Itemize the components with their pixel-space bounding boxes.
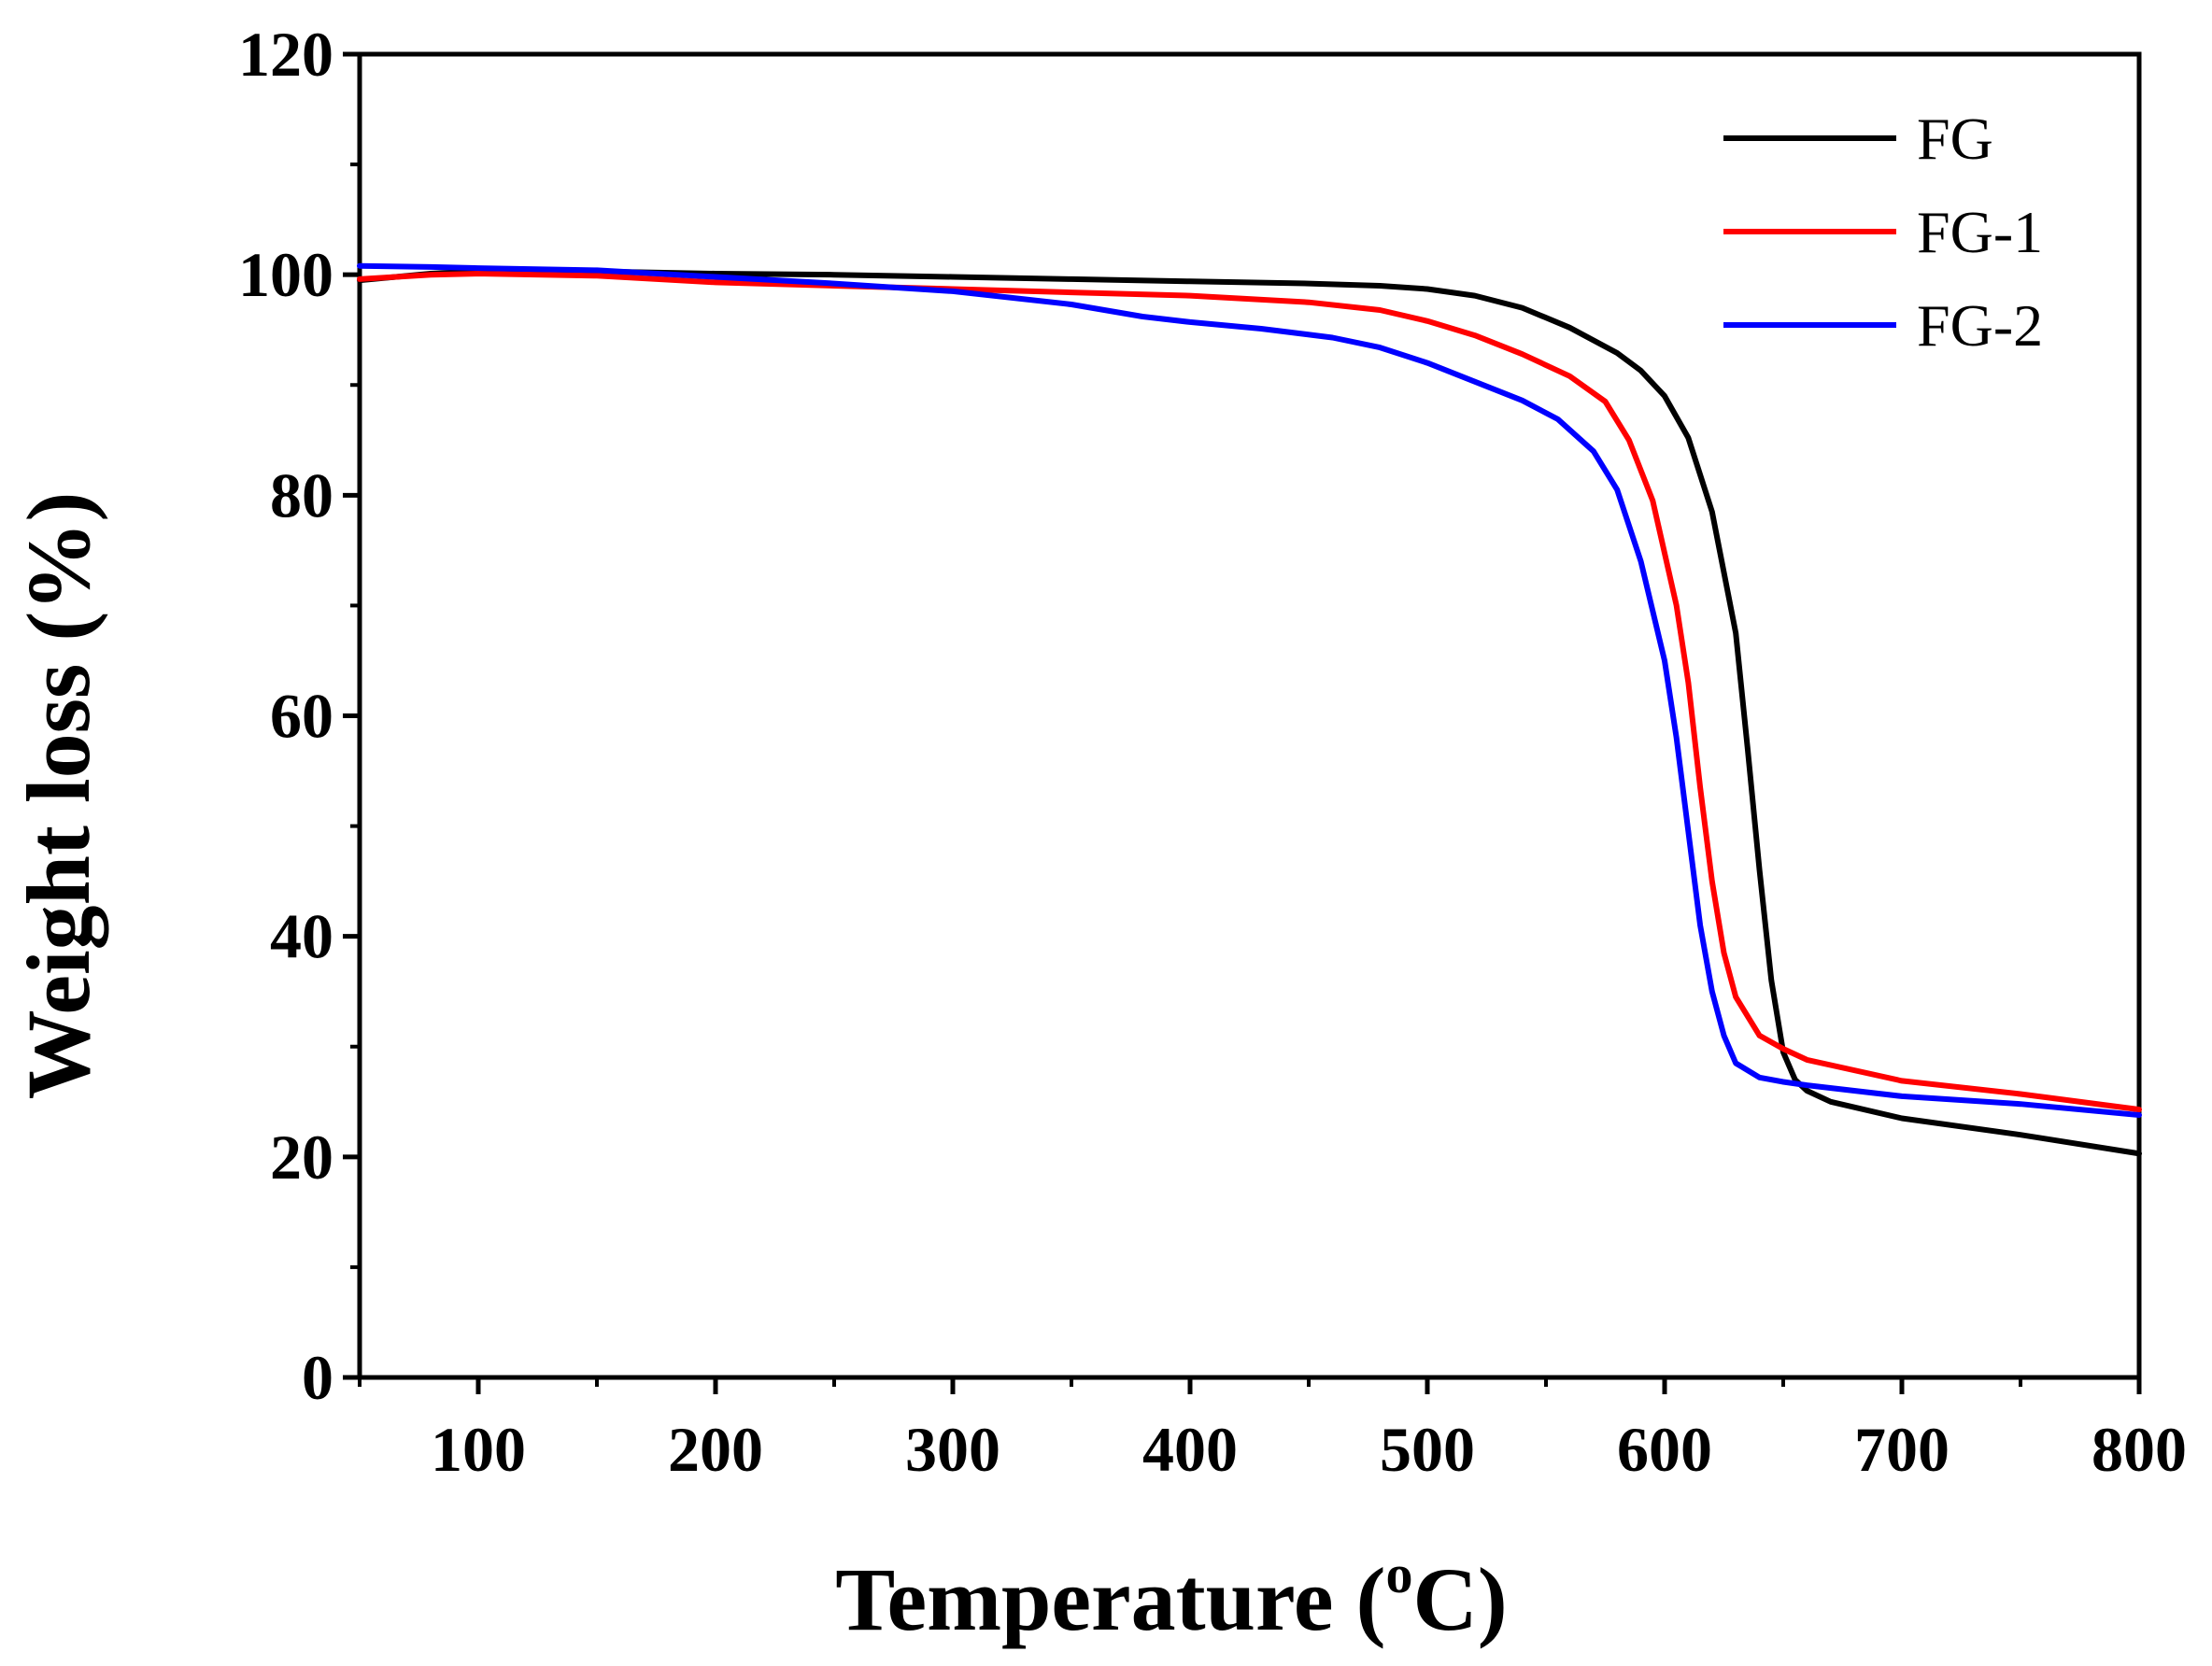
x-tick-label: 400 xyxy=(1142,1414,1238,1485)
series-line-fg-2 xyxy=(357,262,2142,1118)
x-axis-title-degree: o xyxy=(1385,1544,1412,1604)
y-tick-label: 0 xyxy=(302,1342,333,1413)
y-axis-title: Weight loss (%) xyxy=(8,492,108,1100)
x-tick-label: 100 xyxy=(431,1414,526,1485)
y-tick-label: 40 xyxy=(270,901,333,972)
series-layer xyxy=(357,262,2142,1157)
x-axis-ticks: 100 200 300 400 500 600 700 800 xyxy=(358,1377,2187,1485)
y-tick-label: 20 xyxy=(270,1122,333,1193)
series-line-fg xyxy=(357,268,2142,1157)
y-tick-label: 80 xyxy=(270,459,333,530)
legend-label-fg: FG xyxy=(1917,106,1993,172)
series-line-fg-1 xyxy=(357,271,2142,1113)
x-tick-label: 300 xyxy=(905,1414,1000,1485)
plot-frame xyxy=(357,51,2142,1380)
y-tick-label: 100 xyxy=(238,239,333,310)
x-tick-label: 600 xyxy=(1617,1414,1712,1485)
x-axis-title-unit: C) xyxy=(1412,1549,1507,1649)
x-axis-title: Temperature (oC) xyxy=(835,1544,1508,1649)
y-tick-label: 120 xyxy=(238,19,333,90)
y-axis-ticks: 0 20 40 60 80 100 120 xyxy=(238,19,360,1413)
y-tick-label: 60 xyxy=(270,681,333,752)
legend-label-fg-1: FG-1 xyxy=(1917,199,2043,265)
x-tick-label: 700 xyxy=(1854,1414,1950,1485)
x-axis-title-main: Temperature ( xyxy=(835,1549,1385,1649)
x-tick-label: 200 xyxy=(668,1414,763,1485)
x-tick-label: 800 xyxy=(2091,1414,2187,1485)
legend-label-fg-2: FG-2 xyxy=(1917,292,2043,359)
x-tick-label: 500 xyxy=(1380,1414,1475,1485)
plot-border xyxy=(357,51,2142,1380)
legend: FG FG-1 FG-2 xyxy=(1723,106,2043,359)
